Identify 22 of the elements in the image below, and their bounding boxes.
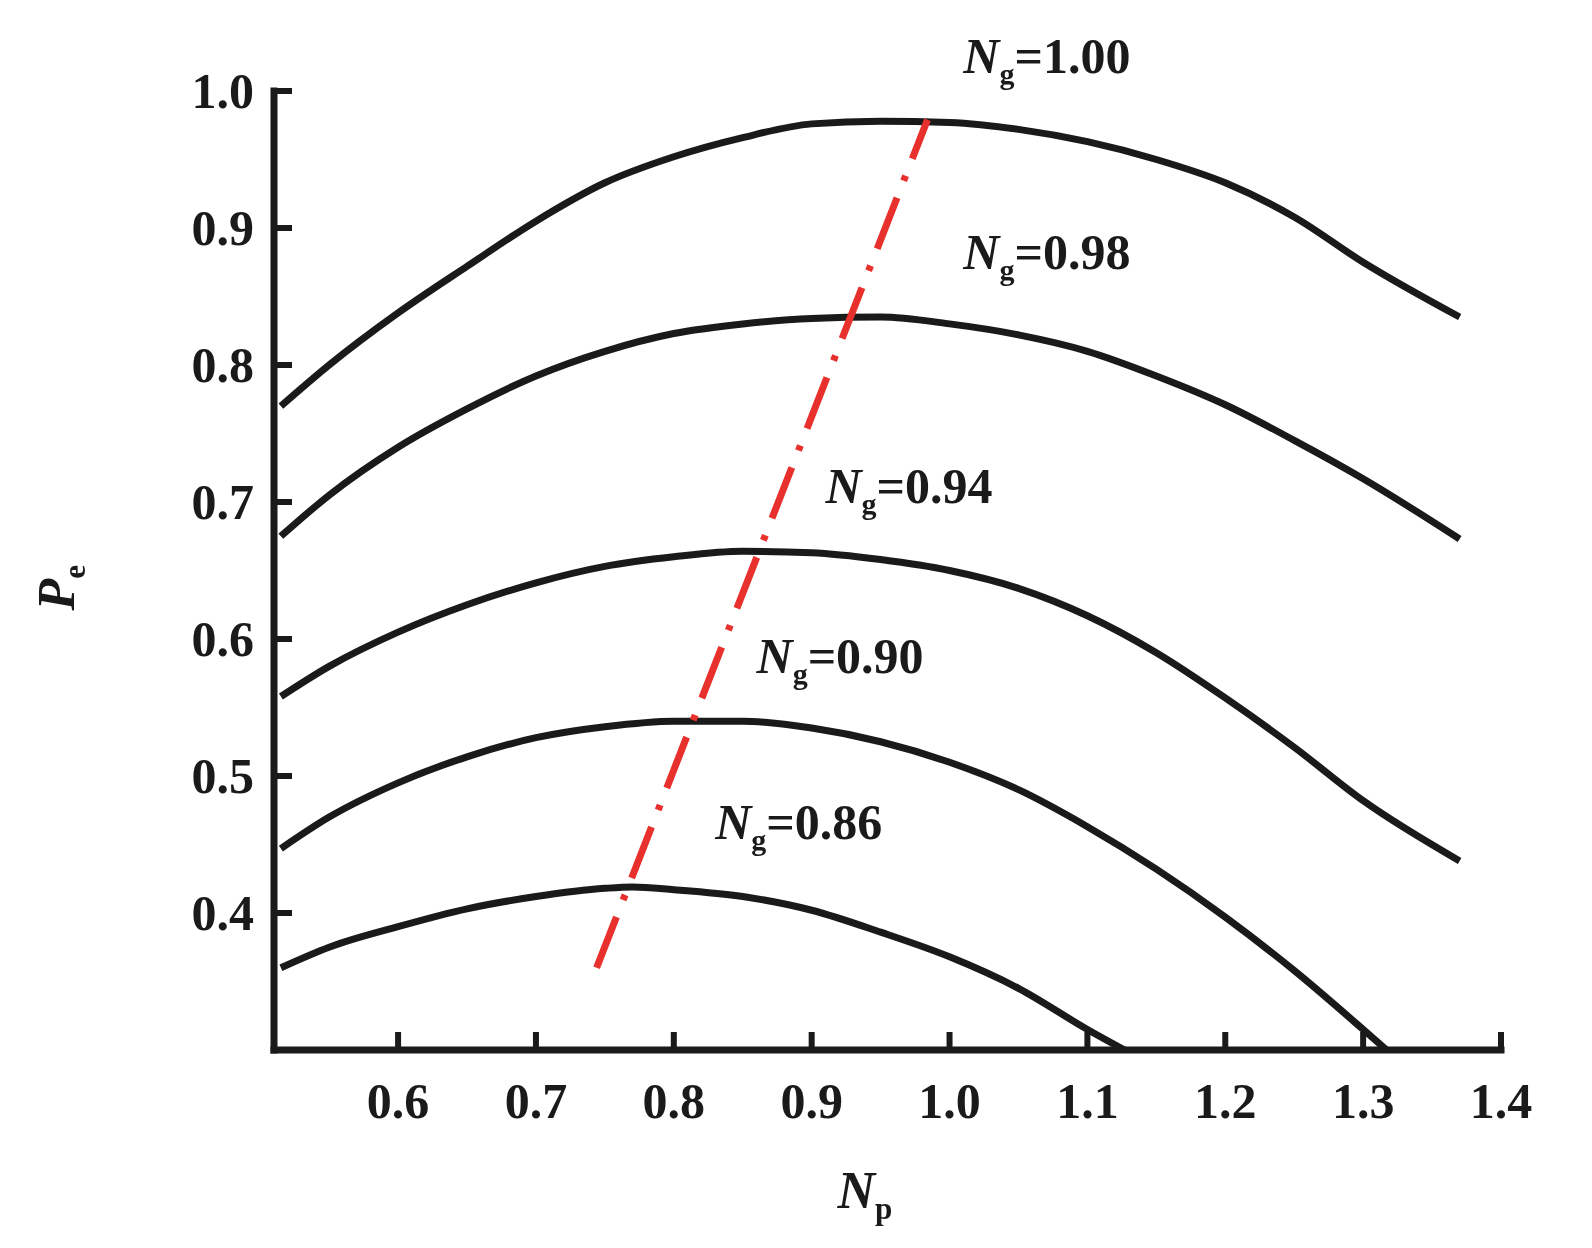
series-label: N$_{g}$=0.86 xyxy=(714,794,883,856)
series-label: N$_{g}$=0.94 xyxy=(824,458,993,520)
series-label: N$_{g}$=0.90 xyxy=(755,628,924,690)
x-tick-label: 1.4 xyxy=(1469,1073,1533,1129)
y-tick-label: 0.9 xyxy=(191,200,254,256)
y-tick-label: 0.7 xyxy=(191,474,254,530)
y-tick-label: 0.4 xyxy=(191,885,254,941)
x-tick-label: 0.6 xyxy=(366,1073,430,1129)
y-tick-label: 0.6 xyxy=(191,611,254,667)
series-label: N$_{g}$=1.00 xyxy=(962,28,1131,90)
x-axis-title: N$_{p}$ xyxy=(836,1162,893,1226)
series-label: N$_{g}$=0.98 xyxy=(962,224,1131,286)
x-tick-label: 1.3 xyxy=(1331,1073,1395,1129)
x-tick-label: 0.9 xyxy=(780,1073,843,1129)
x-tick-label: 0.7 xyxy=(504,1073,568,1129)
y-tick-label: 1.0 xyxy=(191,63,254,119)
x-tick-label: 1.0 xyxy=(918,1073,981,1129)
x-tick-label: 1.2 xyxy=(1194,1073,1257,1129)
y-tick-label: 0.8 xyxy=(191,337,254,393)
x-tick-label: 1.1 xyxy=(1056,1073,1119,1129)
x-tick-label: 0.8 xyxy=(642,1073,706,1129)
y-tick-label: 0.5 xyxy=(191,748,254,804)
